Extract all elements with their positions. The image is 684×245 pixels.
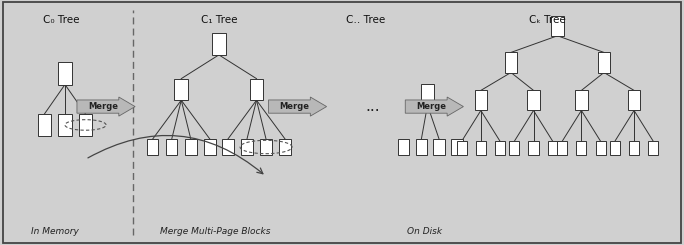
Bar bbox=[557, 141, 567, 155]
Bar bbox=[250, 79, 263, 100]
Bar bbox=[79, 114, 92, 136]
Bar bbox=[495, 141, 505, 155]
Bar bbox=[222, 139, 234, 155]
Bar bbox=[575, 90, 588, 110]
Bar bbox=[421, 84, 434, 105]
Bar bbox=[260, 139, 272, 155]
Bar bbox=[529, 141, 538, 155]
Bar bbox=[548, 141, 557, 155]
Bar bbox=[596, 141, 605, 155]
Text: In Memory: In Memory bbox=[31, 227, 79, 236]
Bar bbox=[476, 141, 486, 155]
Text: Cₖ Tree: Cₖ Tree bbox=[529, 15, 566, 24]
Bar bbox=[38, 114, 51, 136]
Bar bbox=[212, 33, 226, 55]
Text: Merge Multi-Page Blocks: Merge Multi-Page Blocks bbox=[160, 227, 271, 236]
Bar bbox=[174, 79, 188, 100]
Bar bbox=[648, 141, 658, 155]
Bar bbox=[185, 139, 197, 155]
Bar bbox=[451, 139, 462, 155]
Bar bbox=[475, 90, 487, 110]
Text: On Disk: On Disk bbox=[406, 227, 442, 236]
Bar bbox=[577, 141, 586, 155]
Text: C‥ Tree: C‥ Tree bbox=[346, 15, 386, 24]
FancyBboxPatch shape bbox=[3, 2, 681, 243]
Bar bbox=[457, 141, 466, 155]
Bar bbox=[58, 114, 72, 136]
Text: Merge: Merge bbox=[417, 102, 447, 111]
Bar bbox=[629, 141, 639, 155]
Text: Merge: Merge bbox=[88, 102, 118, 111]
Bar bbox=[505, 52, 517, 73]
Bar bbox=[280, 139, 291, 155]
Bar bbox=[416, 139, 427, 155]
Bar bbox=[434, 139, 445, 155]
Bar bbox=[166, 139, 178, 155]
Text: C₀ Tree: C₀ Tree bbox=[43, 15, 80, 24]
Bar bbox=[610, 141, 620, 155]
Bar bbox=[204, 139, 215, 155]
Bar bbox=[598, 52, 610, 73]
Bar bbox=[58, 62, 72, 85]
Bar bbox=[551, 16, 564, 36]
Bar bbox=[510, 141, 519, 155]
FancyArrow shape bbox=[268, 97, 327, 116]
Bar bbox=[146, 139, 158, 155]
FancyArrow shape bbox=[405, 97, 463, 116]
FancyArrow shape bbox=[77, 97, 135, 116]
Bar bbox=[241, 139, 253, 155]
Text: C₁ Tree: C₁ Tree bbox=[200, 15, 237, 24]
Bar bbox=[527, 90, 540, 110]
Text: ...: ... bbox=[365, 99, 380, 114]
Bar bbox=[398, 139, 409, 155]
Text: Merge: Merge bbox=[280, 102, 310, 111]
Bar bbox=[628, 90, 640, 110]
